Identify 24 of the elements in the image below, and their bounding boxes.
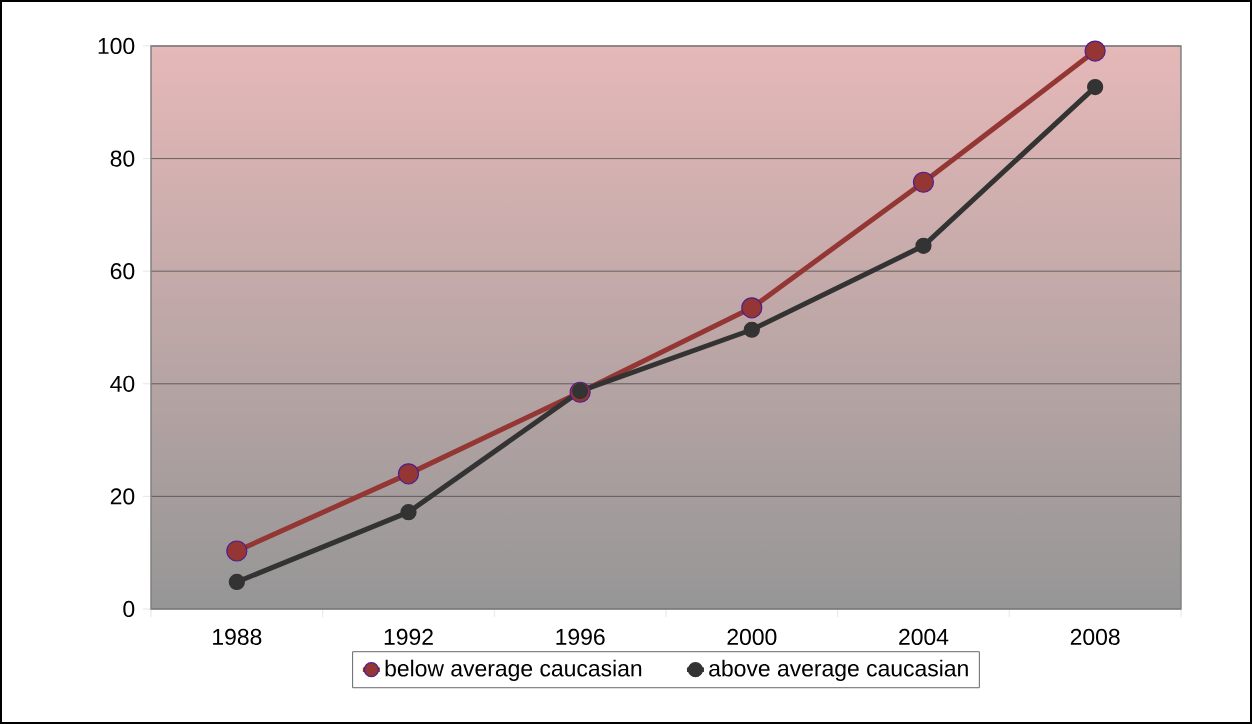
point (912, 171, 935, 193)
x-tick-label: 2004 (899, 628, 949, 646)
y-tick-label: 100 (98, 37, 135, 55)
legend-label: above average caucasian (709, 659, 968, 682)
y-tick-label: 0 (123, 600, 135, 618)
point (397, 463, 420, 485)
point (400, 504, 417, 521)
x-tick-label: 2008 (1070, 628, 1120, 646)
x-tick-label: 1992 (384, 628, 433, 646)
x-tick-label: 2000 (727, 628, 777, 646)
point (1087, 78, 1104, 96)
point (915, 237, 932, 254)
point (743, 321, 760, 338)
point (1084, 40, 1106, 62)
point (226, 540, 248, 562)
x-tick-label: 1988 (213, 628, 262, 646)
y-tick-label: 80 (110, 150, 135, 167)
point (741, 297, 763, 319)
x-tick-label: 1996 (556, 628, 605, 646)
point (228, 573, 245, 591)
y-tick-label: 20 (110, 488, 135, 505)
y-tick-label: 40 (110, 375, 135, 392)
y-tick-label: 60 (110, 263, 135, 280)
legend-label: below average caucasian (385, 659, 642, 682)
